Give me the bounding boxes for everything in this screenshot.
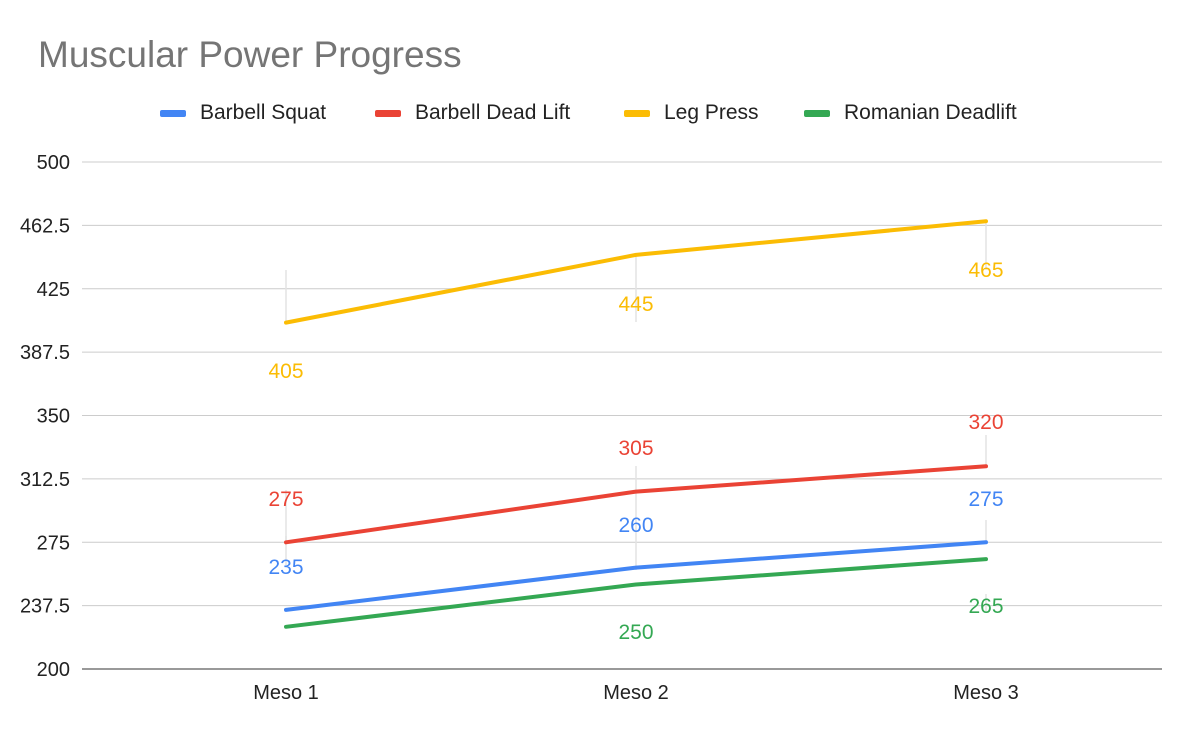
legend-label: Barbell Dead Lift	[415, 101, 571, 124]
legend: Barbell Squat Barbell Dead Lift Leg Pres…	[0, 99, 1200, 127]
series-lines	[284, 219, 988, 629]
y-tick-label: 275	[37, 532, 70, 554]
data-label: 265	[968, 595, 1003, 618]
data-label: 275	[968, 488, 1003, 511]
y-tick-label: 500	[37, 152, 70, 174]
series-line-barbell-dead-lift	[284, 464, 988, 545]
data-label: 250	[618, 621, 653, 644]
legend-swatch-leg-press	[624, 109, 650, 117]
data-label: 445	[618, 293, 653, 316]
data-label: 320	[968, 411, 1003, 434]
legend-label: Romanian Deadlift	[844, 101, 1017, 124]
series-line-leg-press	[284, 219, 988, 325]
legend-swatch-barbell-dead-lift	[375, 109, 401, 117]
y-tick-labels: 200 237.5 275 312.5 350 387.5 425 462.5 500	[20, 152, 70, 681]
x-tick-label: Meso 1	[253, 682, 319, 704]
series-line-romanian-deadlift	[284, 557, 988, 629]
data-labels: 235 260 275 275 305 320 405 445 465 250 265	[268, 259, 1003, 644]
y-tick-label: 425	[37, 279, 70, 301]
y-tick-label: 237.5	[20, 596, 70, 618]
y-tick-label: 350	[37, 406, 70, 428]
legend-swatch-barbell-squat	[160, 109, 186, 117]
data-label: 305	[618, 437, 653, 460]
y-tick-label: 387.5	[20, 342, 70, 364]
chart-title: Muscular Power Progress	[38, 34, 462, 75]
y-tick-label: 462.5	[20, 215, 70, 237]
data-label: 260	[618, 514, 653, 537]
data-label: 235	[268, 556, 303, 579]
legend-item-leg-press[interactable]: Leg Press	[624, 99, 759, 127]
y-tick-label: 312.5	[20, 469, 70, 491]
legend-label: Barbell Squat	[200, 101, 327, 124]
x-tick-labels: Meso 1 Meso 2 Meso 3	[253, 682, 1019, 704]
legend-item-romanian-deadlift[interactable]: Romanian Deadlift	[804, 99, 1017, 127]
legend-swatch-romanian-deadlift	[804, 109, 830, 117]
data-label-leaders	[285, 222, 987, 612]
data-label: 465	[968, 259, 1003, 282]
x-tick-label: Meso 2	[603, 682, 669, 704]
legend-label: Leg Press	[664, 101, 759, 124]
x-tick-label: Meso 3	[953, 682, 1019, 704]
series-line-barbell-squat	[284, 540, 988, 612]
data-label: 275	[268, 488, 303, 511]
y-tick-label: 200	[37, 659, 70, 681]
legend-item-barbell-dead-lift[interactable]: Barbell Dead Lift	[375, 99, 570, 127]
data-label: 405	[268, 360, 303, 383]
legend-item-barbell-squat[interactable]: Barbell Squat	[160, 99, 326, 127]
